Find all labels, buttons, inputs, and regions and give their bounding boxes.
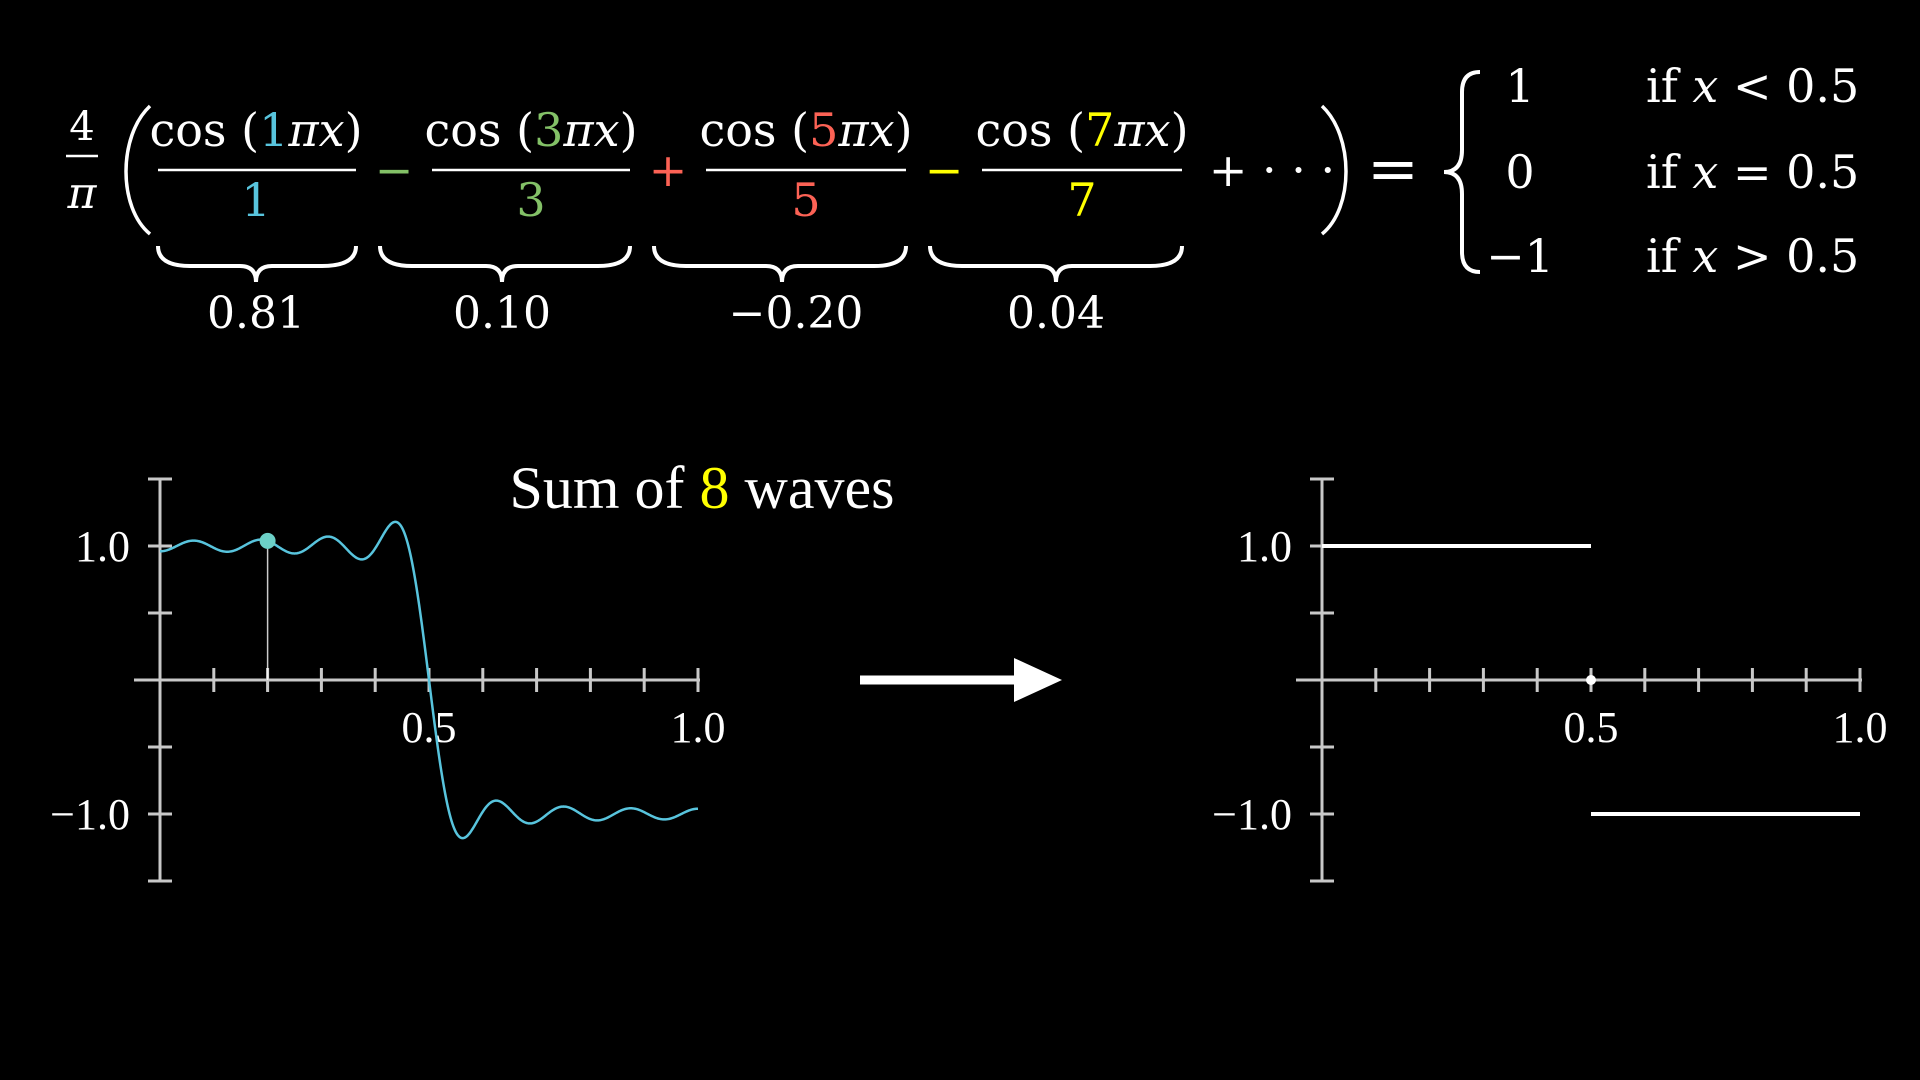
term-1-underbrace [156, 245, 358, 283]
caption-suffix: waves [745, 455, 895, 521]
left-paren [124, 104, 152, 236]
term-5-denominator: 5 [791, 173, 820, 227]
y-tick-label: −1.0 [50, 790, 130, 839]
x-tick-label: 0.5 [1564, 703, 1619, 752]
case-1-value: 1 [1505, 59, 1534, 113]
coef-numerator: 4 [69, 104, 94, 150]
cases: 1 if x < 0.5 0 if x = 0.5 −1 if x > 0.5 [1486, 59, 1859, 283]
term-1-denominator: 1 [241, 173, 270, 227]
partial-sum-curve [159, 520, 699, 840]
term-7-value: 0.04 [1007, 288, 1105, 339]
svg-text:if x = 0.5: if x = 0.5 [1646, 145, 1859, 199]
pi-symbol: π [287, 103, 319, 157]
term-3: cos (3πx) 3 0.10 [378, 103, 638, 339]
term-1-value: 0.81 [207, 288, 305, 339]
x-tick-label: 1.0 [1833, 703, 1888, 752]
wave-count: 8 [700, 455, 730, 521]
case-3-if: if [1646, 229, 1681, 283]
term-7-frequency: 7 [1085, 103, 1114, 157]
caption: Sum of 8 waves [510, 455, 895, 521]
svg-text:cos (1πx): cos (1πx) [149, 103, 362, 157]
right-paren [1320, 104, 1348, 236]
svg-text:if x > 0.5: if x > 0.5 [1646, 229, 1859, 283]
y-tick-label: 1.0 [1237, 522, 1292, 571]
term-3-underbrace [378, 245, 632, 283]
x-variable: x [319, 103, 345, 157]
svg-text:if x < 0.5: if x < 0.5 [1646, 59, 1859, 113]
svg-text:cos (3πx): cos (3πx) [424, 103, 637, 157]
svg-text:cos (7πx): cos (7πx) [975, 103, 1188, 157]
caption-prefix: Sum of [510, 455, 685, 521]
term-5: cos (5πx) 5 −0.20 [652, 103, 913, 339]
y-tick-label: −1.0 [1212, 790, 1292, 839]
y-tick-label: 1.0 [75, 522, 130, 571]
cases-brace [1443, 70, 1481, 274]
case-3-value: −1 [1486, 229, 1554, 283]
term-1-frequency: 1 [259, 103, 288, 157]
term-3-denominator: 3 [516, 173, 545, 227]
case-2-value: 0 [1505, 145, 1534, 199]
term-5-underbrace [652, 245, 908, 283]
limit-arrow [860, 658, 1062, 702]
term-7: cos (7πx) 7 0.04 [928, 103, 1189, 339]
term-7-underbrace [928, 245, 1184, 283]
partial-sum-plot: 0.5 1.0 1.0 −1.0 [50, 477, 726, 883]
series-ellipsis: + · · · [1209, 143, 1335, 197]
fourier-formula: 4 π cos (1πx) 1 0.81 − cos (3πx) 3 0.10 [66, 59, 1859, 339]
square-wave-plot: 0.5 1.0 1.0 −1.0 [1212, 477, 1888, 883]
cos-label: cos [149, 103, 226, 157]
equals-sign: = [1367, 132, 1419, 205]
term-3-value: 0.10 [453, 288, 551, 339]
term-5-value: −0.20 [729, 288, 864, 339]
term-5-frequency: 5 [809, 103, 838, 157]
term-1: cos (1πx) 1 0.81 [149, 103, 362, 339]
case-2-if: if [1646, 145, 1681, 199]
case-1-if: if [1646, 59, 1681, 113]
term-3-frequency: 3 [534, 103, 563, 157]
coef-denominator: π [67, 168, 98, 219]
midpoint-dot [1586, 675, 1596, 685]
term-3-sign: − [375, 143, 414, 197]
svg-text:cos (5πx): cos (5πx) [699, 103, 912, 157]
x-tick-label: 1.0 [671, 703, 726, 752]
term-7-sign: − [925, 143, 964, 197]
term-5-sign: + [649, 143, 688, 197]
highlight-dot [259, 532, 276, 549]
term-7-denominator: 7 [1067, 173, 1096, 227]
x-tick-label: 0.5 [402, 703, 457, 752]
